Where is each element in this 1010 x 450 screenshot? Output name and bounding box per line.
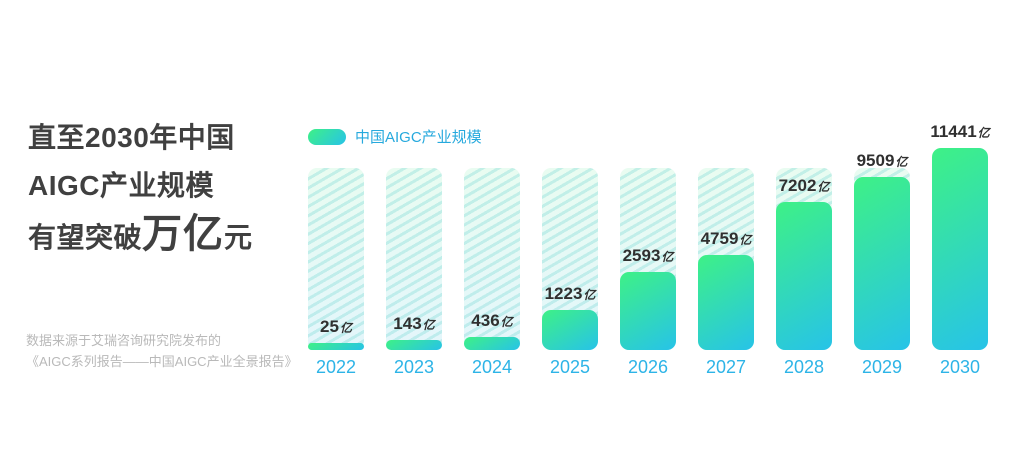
- legend-swatch-icon: [308, 128, 346, 145]
- bar-column-2023: 143亿 2023: [386, 0, 442, 377]
- bar-value-unit: 亿: [500, 315, 513, 329]
- bar-fill: [776, 202, 832, 350]
- bar-fill: [464, 337, 520, 350]
- bar-chart: 25亿 2022 143亿 2023 436亿 2024 1223亿 2025 2593亿 202…: [308, 0, 990, 377]
- category-label: 2029: [861, 357, 903, 377]
- bar-value-unit: 亿: [895, 155, 908, 169]
- bar-value-number: 9509: [856, 151, 895, 170]
- bar-value-label: 9509亿: [840, 151, 924, 172]
- bar-track: [386, 168, 442, 350]
- bar-value-number: 2593: [622, 246, 661, 265]
- category-label: 2024: [471, 357, 513, 377]
- category-label: 2025: [549, 357, 591, 377]
- category-label: 2028: [783, 357, 825, 377]
- bar-value-unit: 亿: [422, 318, 435, 332]
- headline-line3-suffix: 元: [224, 222, 253, 253]
- bar-value-label: 25亿: [294, 317, 378, 338]
- bar-fill: [620, 272, 676, 350]
- category-label: 2027: [705, 357, 747, 377]
- headline: 直至2030年中国 AIGC产业规模 有望突破万亿元: [28, 114, 253, 262]
- headline-line3-prefix: 有望突破: [28, 222, 143, 253]
- category-label: 2030: [939, 357, 981, 377]
- bar-value-number: 4759: [700, 229, 739, 248]
- bar-value-label: 7202亿: [762, 176, 846, 197]
- source-note: 数据来源于艾瑞咨询研究院发布的 《AIGC系列报告——中国AIGC产业全景报告》: [26, 330, 298, 372]
- bar-value-number: 436: [471, 311, 500, 330]
- bar-value-number: 1223: [544, 284, 583, 303]
- bar-fill: [542, 310, 598, 350]
- chart-legend: 中国AIGC产业规模: [308, 126, 482, 147]
- headline-line1: 直至2030年中国: [28, 122, 235, 153]
- bar-value-unit: 亿: [977, 126, 990, 140]
- bar-fill: [698, 255, 754, 350]
- bar-value-unit: 亿: [339, 321, 352, 335]
- bar-value-unit: 亿: [739, 233, 752, 247]
- headline-line3: 有望突破万亿元: [28, 210, 253, 262]
- bar-value-unit: 亿: [817, 180, 830, 194]
- source-note-line2: 《AIGC系列报告——中国AIGC产业全景报告》: [26, 354, 298, 369]
- bar-value-label: 436亿: [450, 311, 534, 332]
- bar-value-label: 4759亿: [684, 229, 768, 250]
- bar-column-2027: 4759亿 2027: [698, 0, 754, 377]
- bar-value-unit: 亿: [583, 288, 596, 302]
- bar-value-unit: 亿: [661, 250, 674, 264]
- bar-column-2024: 436亿 2024: [464, 0, 520, 377]
- bar-value-label: 2593亿: [606, 246, 690, 267]
- bar-track: [308, 168, 364, 350]
- bar-fill: [308, 343, 364, 350]
- category-label: 2022: [315, 357, 357, 377]
- bar-fill: [386, 340, 442, 350]
- bar-value-number: 7202: [778, 176, 817, 195]
- headline-line2: AIGC产业规模: [28, 170, 215, 201]
- legend-label: 中国AIGC产业规模: [355, 129, 482, 146]
- bar-column-2026: 2593亿 2026: [620, 0, 676, 377]
- bar-track: [464, 168, 520, 350]
- bar-column-2022: 25亿 2022: [308, 0, 364, 377]
- bar-column-2029: 9509亿 2029: [854, 0, 910, 377]
- headline-line3-highlight: 万亿: [142, 212, 225, 256]
- bar-value-label: 11441亿: [918, 122, 1002, 143]
- bar-value-label: 1223亿: [528, 284, 612, 305]
- bar-value-label: 143亿: [372, 314, 456, 335]
- source-note-line1: 数据来源于艾瑞咨询研究院发布的: [26, 333, 222, 348]
- bar-fill: [854, 177, 910, 350]
- bar-value-number: 25: [320, 317, 339, 336]
- bar-column-2028: 7202亿 2028: [776, 0, 832, 377]
- bar-column-2030: 11441亿 2030: [930, 0, 989, 377]
- category-label: 2023: [393, 357, 435, 377]
- bar-column-2025: 1223亿 2025: [542, 0, 598, 377]
- bar-fill: [932, 148, 988, 350]
- bar-value-number: 11441: [930, 122, 977, 141]
- category-label: 2026: [627, 357, 669, 377]
- bar-value-number: 143: [393, 314, 422, 333]
